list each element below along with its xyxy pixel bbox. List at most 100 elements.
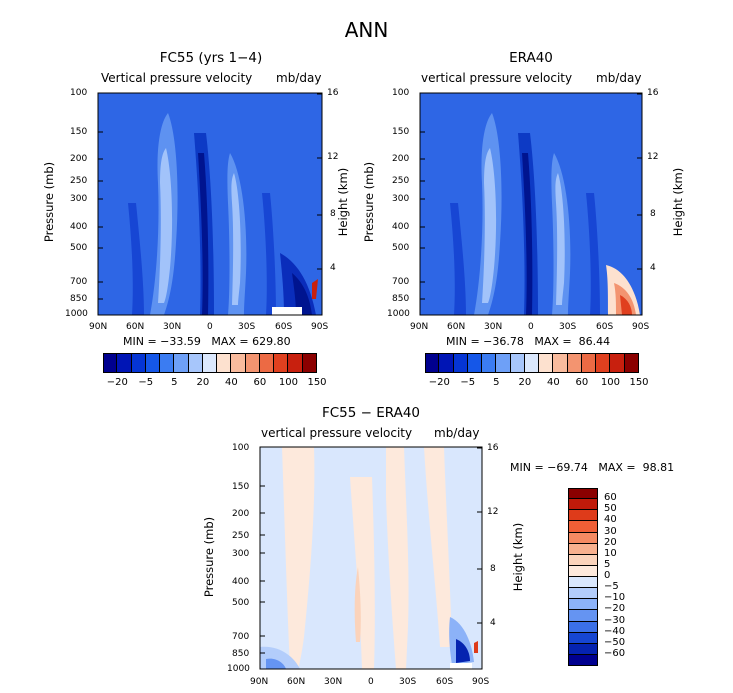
fc55-ptick-1000: 1000 — [65, 309, 88, 319]
fc55-colorbar-swatch-8 — [217, 353, 232, 373]
era40-colorbar-swatch-7 — [524, 353, 540, 373]
fc55-colorbar-label: 150 — [307, 377, 327, 388]
era40-lat-30s: 30S — [559, 322, 577, 332]
diff-lat-60s: 60S — [436, 677, 454, 687]
era40-ascent-midlat-nh — [450, 203, 466, 315]
fc55-lat-30n: 30N — [163, 322, 182, 332]
diff-colorbar — [568, 488, 598, 666]
diff-colorbar-label: 30 — [604, 525, 617, 537]
era40-colorbar-swatch-2 — [453, 353, 468, 373]
diff-colorbar-swatch-6 — [568, 554, 598, 566]
diff-colorbar-swatch-12 — [568, 621, 598, 633]
era40-colorbar-swatch-9 — [553, 353, 568, 373]
diff-ptick-100: 100 — [232, 443, 250, 453]
diff-pressure-axis-label: Pressure (mb) — [202, 516, 216, 598]
diff-htick-4: 4 — [490, 618, 496, 628]
era40-subsidence-core-sh — [555, 173, 565, 305]
era40-lat-60n: 60N — [447, 322, 466, 332]
fc55-lat-90s: 90S — [311, 322, 329, 332]
fc55-ptick-150: 150 — [70, 127, 88, 137]
fc55-colorbar-swatch-3 — [145, 353, 161, 373]
diff-positive-band-sh — [386, 447, 409, 669]
era40-ptick-250: 250 — [392, 176, 410, 186]
fc55-ptick-400: 400 — [70, 222, 88, 232]
fc55-colorbar-swatch-6 — [188, 353, 203, 373]
diff-colorbar-swatch-7 — [568, 565, 598, 577]
era40-ptick-1000: 1000 — [387, 309, 410, 319]
fc55-colorbar-swatch-0 — [103, 353, 118, 373]
era40-colorbar-label: −5 — [460, 377, 476, 388]
fc55-lat-60n: 60N — [126, 322, 145, 332]
era40-ptick-300: 300 — [392, 194, 410, 204]
diff-subtitle-left: vertical pressure velocity — [261, 426, 413, 440]
diff-colorbar-swatch-4 — [568, 532, 598, 544]
diff-positive-band-polar-sh — [424, 447, 452, 647]
era40-colorbar-label: 100 — [600, 377, 620, 388]
diff-colorbar-label: 20 — [604, 536, 617, 548]
diff-ptick-150: 150 — [232, 482, 250, 492]
era40-colorbar-labels: −20 −5 5 20 40 60 100 150 — [425, 377, 649, 391]
diff-colorbar-swatch-11 — [568, 610, 598, 622]
fc55-colorbar-swatch-4 — [160, 353, 175, 373]
era40-htick-12: 12 — [647, 152, 659, 162]
diff-colorbar-label: −50 — [604, 636, 626, 648]
era40-htick-8: 8 — [650, 209, 656, 219]
fc55-ascent-midlat-sh — [262, 193, 276, 315]
fc55-colorbar-label: −20 — [106, 377, 128, 388]
diff-colorbar-label: −20 — [604, 603, 626, 615]
era40-colorbar-swatch-11 — [581, 353, 597, 373]
fc55-panel-title: FC55 (yrs 1−4) — [159, 50, 263, 66]
era40-ptick-150: 150 — [392, 127, 410, 137]
diff-colorbar-swatch-14 — [568, 643, 598, 655]
fc55-subsidence-core-nh — [158, 148, 173, 303]
era40-panel-title: ERA40 — [509, 50, 553, 66]
diff-colorbar-labels: 60 50 40 30 20 10 5 0 −5 −10 −20 −30 −40 −50 −60 — [604, 488, 644, 666]
fc55-colorbar-swatch-11 — [259, 353, 275, 373]
era40-ptick-700: 700 — [392, 277, 410, 287]
fc55-lat-90n: 90N — [89, 322, 108, 332]
fc55-colorbar-swatch-12 — [274, 353, 289, 373]
fc55-plot-frame — [97, 92, 323, 316]
era40-colorbar-swatch-1 — [439, 353, 454, 373]
era40-ptick-400: 400 — [392, 222, 410, 232]
diff-lat-60n: 60N — [287, 677, 306, 687]
fc55-lat-0: 0 — [207, 322, 213, 332]
diff-ptick-500: 500 — [232, 598, 250, 608]
era40-htick-16: 16 — [647, 88, 659, 98]
fc55-min-max: MIN = −33.59 MAX = 629.80 — [123, 335, 291, 348]
fc55-colorbar-label: 20 — [196, 377, 210, 388]
fc55-subsidence-core-sh — [231, 173, 241, 305]
diff-colorbar-swatch-15 — [568, 654, 598, 666]
diff-colorbar-swatch-0 — [568, 488, 598, 500]
diff-colorbar-swatch-8 — [568, 577, 598, 589]
fc55-colorbar-swatch-10 — [245, 353, 260, 373]
era40-ptick-500: 500 — [392, 243, 410, 253]
fc55-subtitle-left: Vertical pressure velocity — [101, 71, 253, 85]
diff-colorbar-label: 50 — [604, 503, 617, 515]
diff-htick-8: 8 — [490, 564, 496, 574]
diff-colorbar-label: 60 — [604, 492, 617, 504]
diff-colorbar-label: −60 — [604, 647, 626, 659]
era40-colorbar-label: 20 — [518, 377, 532, 388]
fc55-ptick-700: 700 — [70, 277, 88, 287]
diff-colorbar-label: 10 — [604, 547, 617, 559]
diff-colorbar-swatch-2 — [568, 510, 598, 522]
era40-subtitle-right: mb/day — [596, 71, 642, 85]
era40-subsidence-polar-sh-core — [620, 295, 632, 315]
era40-colorbar-swatch-3 — [467, 353, 483, 373]
fc55-colorbar-label: 5 — [171, 377, 178, 388]
fc55-colorbar-label: 60 — [253, 377, 267, 388]
era40-lat-30n: 30N — [484, 322, 503, 332]
diff-height-axis-label: Height (km) — [511, 522, 525, 592]
diff-colorbar-label: 40 — [604, 514, 617, 526]
fc55-heatmap — [97, 92, 323, 316]
fc55-ptick-100: 100 — [70, 88, 88, 98]
diff-colorbar-swatch-10 — [568, 599, 598, 611]
era40-colorbar-swatch-8 — [539, 353, 554, 373]
era40-ptick-200: 200 — [392, 154, 410, 164]
era40-plot-frame — [419, 92, 643, 316]
fc55-colorbar-swatch-2 — [131, 353, 146, 373]
era40-colorbar-swatch-13 — [610, 353, 625, 373]
fc55-subtitle-right: mb/day — [276, 71, 322, 85]
diff-plot-frame — [259, 446, 483, 670]
